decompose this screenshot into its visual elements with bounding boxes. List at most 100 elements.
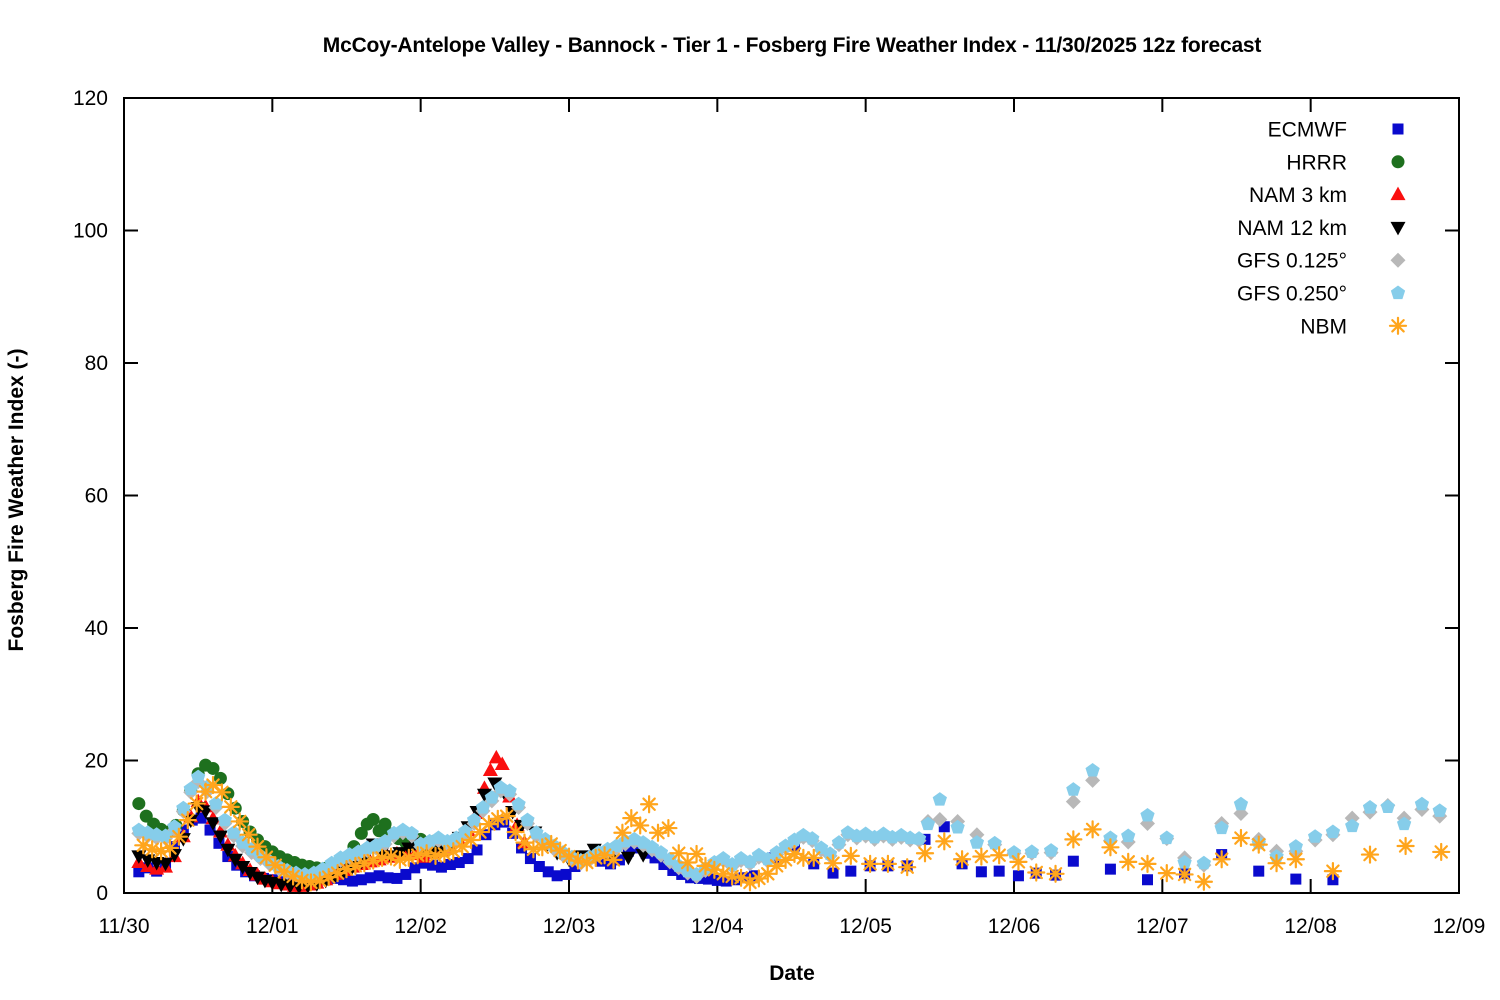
data-point	[160, 838, 180, 858]
data-point	[1138, 854, 1157, 873]
data-point	[702, 873, 714, 885]
data-point	[524, 853, 536, 865]
data-point	[168, 841, 180, 853]
data-point	[212, 783, 231, 802]
data-point	[569, 861, 581, 872]
data-point	[622, 845, 634, 857]
legend-marker-square	[1392, 123, 1404, 135]
y-tick-label: 0	[96, 882, 108, 905]
legend-label: NBM	[1300, 315, 1347, 338]
data-point	[1119, 852, 1138, 871]
data-point	[990, 846, 1009, 865]
axes: 11/30 12/01 12/02 12/03 12/04 12/05 12/06 12/07…	[73, 87, 1485, 938]
data-point	[1396, 836, 1415, 856]
data-point	[427, 859, 439, 871]
data-point	[1390, 186, 1406, 201]
data-point	[596, 855, 608, 867]
y-tick-label: 100	[73, 220, 108, 243]
data-point	[378, 817, 392, 831]
data-point	[542, 866, 554, 878]
data-point	[195, 812, 207, 824]
data-point	[176, 800, 191, 815]
data-point	[969, 835, 985, 849]
data-point	[1140, 807, 1155, 822]
data-point	[1290, 873, 1302, 885]
data-point	[1142, 874, 1153, 886]
x-axis-label: Date	[769, 962, 815, 985]
data-point	[220, 843, 236, 858]
data-point	[748, 870, 760, 882]
data-point	[1323, 862, 1343, 881]
data-point	[898, 858, 917, 877]
legend-label: HRRR	[1286, 151, 1347, 174]
data-point	[418, 857, 430, 869]
legend-marker-diamond	[1390, 252, 1406, 268]
chart-title: McCoy-Antelope Valley - Bannock - Tier 1…	[322, 34, 1262, 57]
data-point	[366, 812, 380, 826]
data-point	[391, 872, 403, 884]
y-tick-label: 20	[85, 750, 108, 773]
data-point	[132, 797, 146, 811]
data-point	[462, 830, 481, 850]
data-point	[507, 827, 519, 839]
data-point	[204, 824, 216, 836]
data-point	[653, 845, 669, 859]
data-point	[475, 800, 491, 814]
legend-label: ECMWF	[1268, 119, 1347, 142]
data-point	[920, 816, 936, 831]
data-point	[1388, 316, 1408, 335]
x-tick-label: 12/01	[246, 915, 299, 938]
data-point	[462, 853, 474, 865]
data-point	[639, 795, 659, 814]
data-point	[950, 819, 965, 834]
data-point	[1396, 816, 1412, 831]
data-point	[1177, 855, 1192, 869]
data-point	[551, 870, 563, 882]
data-point	[292, 871, 312, 890]
data-point	[938, 821, 950, 833]
data-point	[915, 844, 935, 863]
data-point	[827, 867, 839, 879]
data-point	[620, 851, 636, 866]
data-point	[1175, 865, 1194, 884]
data-point	[205, 817, 221, 831]
data-point	[1233, 796, 1249, 811]
data-point	[409, 862, 421, 874]
data-point	[1065, 794, 1081, 810]
data-point	[226, 825, 241, 839]
data-point	[1380, 799, 1395, 813]
data-point	[1267, 854, 1286, 873]
data-point	[230, 812, 249, 831]
data-point	[206, 761, 220, 775]
x-tick-label: 12/06	[988, 915, 1041, 938]
data-point	[1432, 803, 1447, 817]
y-tick-label: 40	[85, 617, 108, 640]
data-point	[444, 859, 456, 871]
data-point	[667, 864, 679, 876]
data-point	[221, 797, 240, 816]
data-point	[604, 850, 623, 869]
data-point	[212, 830, 228, 845]
data-point	[687, 844, 706, 864]
x-tick-label: 12/09	[1433, 915, 1486, 938]
data-point	[471, 844, 483, 856]
data-point	[542, 834, 561, 854]
y-tick-label: 80	[85, 352, 108, 375]
data-point	[1214, 820, 1229, 835]
data-point	[533, 861, 545, 872]
data-point	[1083, 820, 1102, 839]
data-point	[878, 854, 898, 873]
data-point	[203, 775, 223, 795]
data-point	[506, 822, 525, 842]
data-point	[1253, 865, 1265, 877]
legend-marker-pentagon	[1390, 285, 1406, 300]
data-point	[1066, 782, 1081, 796]
data-point	[1414, 796, 1430, 811]
data-point	[1027, 863, 1046, 882]
data-point	[1194, 872, 1213, 891]
data-point	[494, 756, 510, 770]
data-point	[1307, 829, 1323, 843]
data-point	[804, 848, 823, 867]
data-point	[1212, 850, 1231, 869]
data-point	[1390, 221, 1406, 236]
